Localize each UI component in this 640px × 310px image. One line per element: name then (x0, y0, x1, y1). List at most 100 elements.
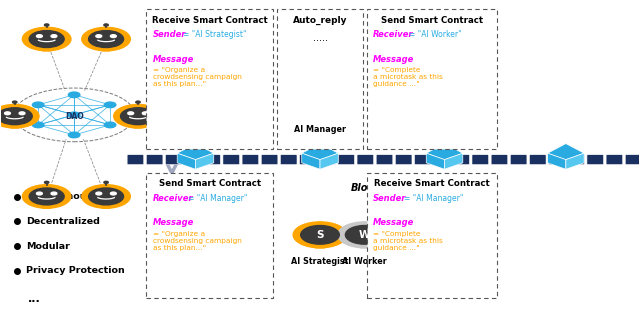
Circle shape (45, 24, 49, 26)
FancyBboxPatch shape (491, 155, 508, 165)
Circle shape (346, 225, 384, 244)
Circle shape (68, 132, 80, 138)
FancyBboxPatch shape (277, 9, 363, 149)
Circle shape (114, 104, 163, 128)
Polygon shape (315, 238, 325, 248)
Text: Message: Message (153, 55, 194, 64)
Text: AI Strategist: AI Strategist (291, 257, 349, 266)
Polygon shape (134, 119, 142, 128)
Circle shape (13, 119, 17, 121)
Circle shape (104, 181, 108, 184)
Polygon shape (445, 153, 463, 169)
FancyBboxPatch shape (568, 155, 584, 165)
Text: ...: ... (28, 294, 41, 303)
Circle shape (104, 24, 108, 26)
FancyBboxPatch shape (338, 155, 355, 165)
Text: AI Manager: AI Manager (294, 125, 346, 134)
Polygon shape (320, 153, 339, 169)
Circle shape (142, 112, 148, 115)
Circle shape (104, 42, 108, 44)
Text: Send Smart Contract: Send Smart Contract (381, 16, 483, 24)
Polygon shape (301, 153, 320, 169)
Circle shape (13, 101, 17, 103)
Polygon shape (360, 238, 369, 248)
Polygon shape (426, 153, 445, 169)
Text: Autonomous: Autonomous (26, 192, 93, 201)
Circle shape (88, 31, 124, 47)
Text: = "Organize a
crowdsensing campaign
as this plan...": = "Organize a crowdsensing campaign as t… (153, 231, 241, 250)
Circle shape (36, 192, 42, 195)
Circle shape (82, 27, 131, 51)
FancyBboxPatch shape (300, 155, 316, 165)
Circle shape (0, 108, 32, 125)
FancyBboxPatch shape (606, 155, 623, 165)
Polygon shape (548, 153, 566, 169)
Circle shape (120, 108, 156, 125)
Circle shape (338, 222, 392, 248)
FancyBboxPatch shape (280, 155, 297, 165)
Circle shape (29, 188, 64, 205)
FancyBboxPatch shape (587, 155, 604, 165)
Text: Blockchain: Blockchain (351, 183, 410, 193)
Circle shape (45, 200, 49, 202)
Circle shape (104, 200, 108, 202)
Circle shape (293, 222, 347, 248)
Circle shape (318, 238, 322, 240)
Circle shape (88, 188, 124, 205)
Text: Auto_reply: Auto_reply (292, 16, 348, 25)
Circle shape (68, 112, 80, 118)
Text: Message: Message (153, 218, 194, 227)
FancyBboxPatch shape (453, 155, 469, 165)
Polygon shape (10, 119, 19, 128)
FancyBboxPatch shape (166, 155, 182, 165)
Text: Message: Message (373, 55, 414, 64)
Circle shape (363, 238, 367, 240)
Circle shape (96, 35, 102, 38)
FancyBboxPatch shape (367, 9, 497, 149)
Polygon shape (426, 144, 463, 160)
FancyBboxPatch shape (357, 155, 374, 165)
Circle shape (22, 185, 71, 208)
FancyBboxPatch shape (184, 155, 201, 165)
Polygon shape (42, 42, 51, 51)
Text: Receiver: Receiver (373, 30, 413, 39)
FancyBboxPatch shape (261, 155, 278, 165)
Polygon shape (102, 42, 111, 51)
Circle shape (29, 31, 64, 47)
Text: = "Complete
a microtask as this
guidance ...": = "Complete a microtask as this guidance… (373, 67, 443, 87)
Circle shape (111, 35, 116, 38)
Polygon shape (566, 153, 584, 169)
Circle shape (301, 225, 339, 244)
Circle shape (301, 86, 339, 104)
Text: = "Organize a
crowdsensing campaign
as this plan...": = "Organize a crowdsensing campaign as t… (153, 67, 241, 87)
Circle shape (82, 185, 131, 208)
FancyBboxPatch shape (242, 155, 259, 165)
Text: Receive Smart Contract: Receive Smart Contract (374, 179, 490, 188)
Polygon shape (102, 200, 111, 208)
Circle shape (318, 98, 322, 100)
FancyBboxPatch shape (319, 155, 335, 165)
FancyBboxPatch shape (376, 155, 393, 165)
FancyBboxPatch shape (548, 155, 565, 165)
FancyBboxPatch shape (127, 155, 144, 165)
FancyBboxPatch shape (434, 155, 451, 165)
Circle shape (19, 112, 25, 115)
FancyBboxPatch shape (415, 155, 431, 165)
Circle shape (136, 119, 140, 121)
Text: AI Worker: AI Worker (342, 257, 387, 266)
Circle shape (51, 192, 57, 195)
Polygon shape (316, 98, 324, 107)
Circle shape (4, 112, 10, 115)
Polygon shape (195, 153, 214, 169)
Circle shape (111, 192, 116, 195)
Polygon shape (42, 200, 51, 208)
Text: = "AI Manager": = "AI Manager" (404, 193, 463, 202)
Text: = "AI Worker": = "AI Worker" (409, 30, 461, 39)
Text: Receive Smart Contract: Receive Smart Contract (152, 16, 268, 24)
FancyBboxPatch shape (367, 173, 497, 298)
Text: = "AI Strategist": = "AI Strategist" (183, 30, 247, 39)
FancyBboxPatch shape (223, 155, 239, 165)
Circle shape (104, 122, 116, 128)
Polygon shape (548, 144, 584, 160)
Text: = "Complete
a microtask as this
guidance ...": = "Complete a microtask as this guidance… (373, 231, 443, 250)
